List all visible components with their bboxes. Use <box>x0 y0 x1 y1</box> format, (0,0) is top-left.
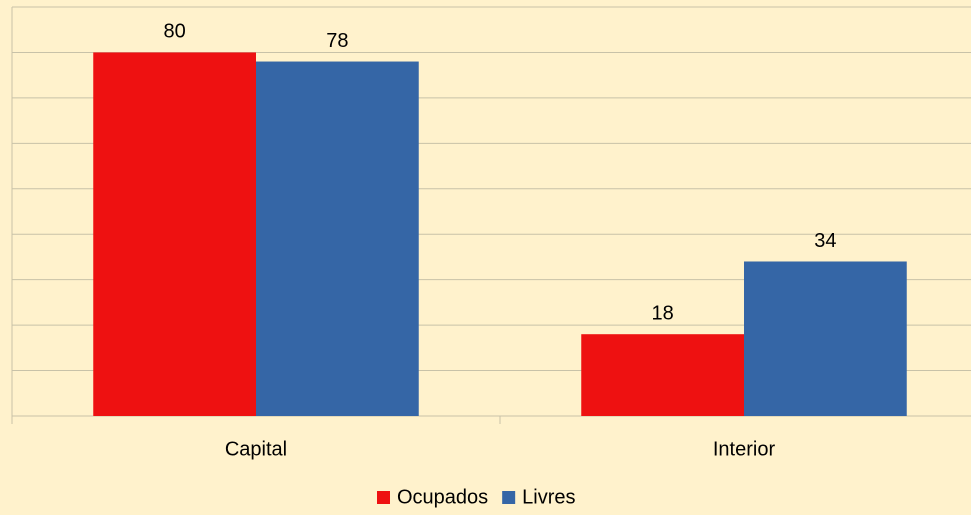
legend-label: Livres <box>522 486 575 508</box>
value-label: 78 <box>326 30 348 52</box>
x-tick-label: Interior <box>713 438 776 460</box>
legend-label: Ocupados <box>397 486 488 508</box>
bar <box>256 61 419 417</box>
value-label: 34 <box>814 230 836 252</box>
legend-swatch <box>502 491 516 504</box>
legend-swatch <box>377 491 390 504</box>
bar <box>93 52 256 416</box>
x-tick-label: Capital <box>225 438 287 460</box>
value-label: 80 <box>164 21 186 43</box>
bar <box>581 334 744 416</box>
value-label: 18 <box>652 302 674 324</box>
bar <box>744 261 907 416</box>
